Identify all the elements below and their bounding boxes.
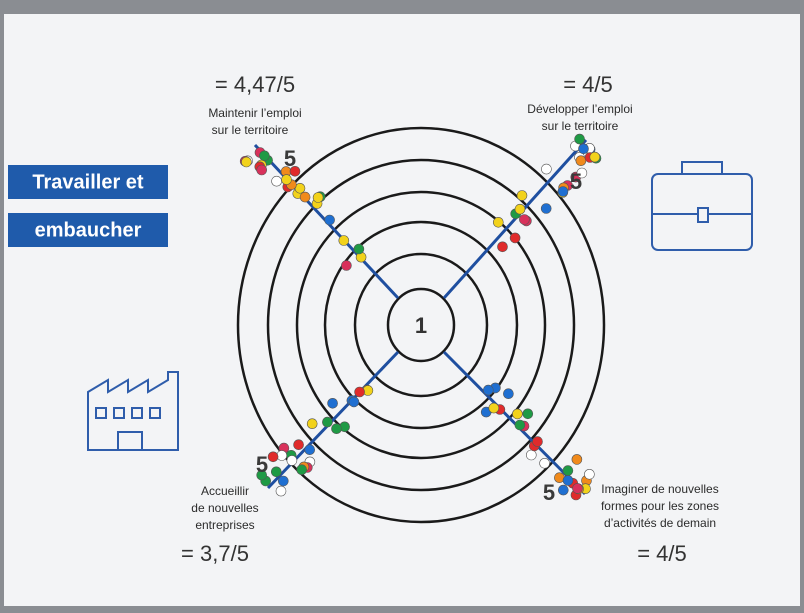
pin: [579, 144, 589, 154]
pin: [276, 486, 286, 496]
pin: [493, 217, 503, 227]
center-label: 1: [415, 313, 427, 338]
pin: [354, 244, 364, 254]
quadrant-label: de nouvelles: [191, 501, 258, 515]
pin: [313, 193, 323, 203]
poster-photo: 1 Travailler et embaucher = 4,47/5 Maint…: [0, 0, 804, 613]
pin: [510, 233, 520, 243]
pin: [540, 458, 550, 468]
pin: [558, 187, 568, 197]
pin: [322, 417, 332, 427]
max-label: 5: [256, 452, 268, 477]
pin: [278, 476, 288, 486]
pin: [558, 485, 568, 495]
pin: [294, 440, 304, 450]
pin: [523, 409, 533, 419]
score: = 4/5: [563, 72, 613, 97]
pin: [339, 236, 349, 246]
pin: [575, 134, 585, 144]
pin: [287, 456, 297, 466]
max-label: 5: [543, 480, 555, 505]
title-line: Travailler et: [32, 171, 144, 193]
pin: [541, 204, 551, 214]
quadrant-label: Développer l’emploi: [527, 102, 632, 116]
pin: [341, 261, 351, 271]
pin: [590, 152, 600, 162]
pin: [517, 191, 527, 201]
quadrant-label: d’activités de demain: [604, 516, 716, 530]
pin: [572, 454, 582, 464]
pin: [305, 445, 315, 455]
pin: [325, 215, 335, 225]
max-label: 5: [284, 146, 296, 171]
pin: [541, 164, 551, 174]
score: = 4,47/5: [215, 72, 295, 97]
page: {"poster": { "title_lines": ["Travailler…: [0, 0, 804, 613]
pin: [512, 409, 522, 419]
pin: [257, 165, 267, 175]
quadrant-label: Maintenir l’emploi: [208, 106, 301, 120]
score: = 3,7/5: [181, 541, 249, 566]
pin: [272, 176, 282, 186]
pin: [355, 387, 365, 397]
pin: [498, 242, 508, 252]
score: = 4/5: [637, 541, 687, 566]
pin: [503, 389, 513, 399]
quadrant-label: entreprises: [195, 518, 254, 532]
max-label: 5: [570, 169, 582, 194]
pin: [300, 192, 310, 202]
pin: [576, 156, 586, 166]
quadrant-label: Accueillir: [201, 484, 249, 498]
quadrant-label: sur le territoire: [212, 123, 289, 137]
quadrant-label: sur le territoire: [542, 119, 619, 133]
pin: [241, 157, 251, 167]
title-line: embaucher: [35, 219, 142, 241]
pin: [563, 475, 573, 485]
pin: [282, 175, 292, 185]
quadrant-label: Imaginer de nouvelles: [601, 482, 718, 496]
pin: [563, 466, 573, 476]
pin: [489, 403, 499, 413]
pin: [259, 151, 269, 161]
pin: [349, 397, 359, 407]
pin: [483, 385, 493, 395]
pin: [332, 424, 342, 434]
pin: [268, 452, 278, 462]
quadrant-label: formes pour les zones: [601, 499, 719, 513]
pin: [515, 204, 525, 214]
pin: [533, 437, 543, 447]
pin: [519, 215, 529, 225]
pin: [271, 467, 281, 477]
pin: [584, 469, 594, 479]
pin: [328, 398, 338, 408]
pin: [573, 483, 583, 493]
pin: [277, 451, 287, 461]
pin: [297, 465, 307, 475]
pin: [307, 419, 317, 429]
pin: [515, 420, 525, 430]
pin: [526, 450, 536, 460]
